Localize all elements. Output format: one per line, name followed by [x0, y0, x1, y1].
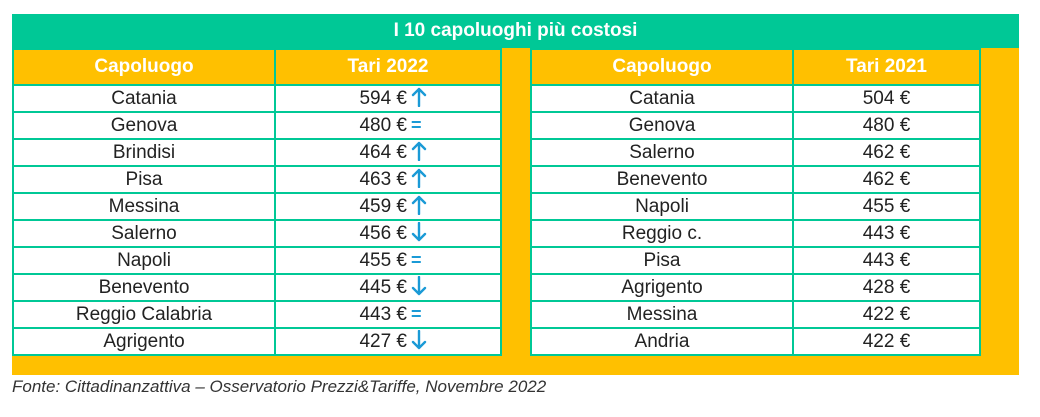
- tari-value: 594 €: [359, 88, 407, 109]
- tari-cell: 594 €: [274, 84, 502, 113]
- arrow-down-icon: [407, 330, 437, 353]
- city-cell: Andria: [530, 327, 794, 356]
- tari-cell: 428 €: [792, 273, 981, 302]
- tari-cell: 464 €: [274, 138, 502, 167]
- table-row: Benevento 445 €: [12, 273, 502, 302]
- table-row: Salerno 462 €: [530, 138, 981, 167]
- column-header-tari-2021: Tari 2021: [792, 48, 981, 86]
- tari-cell: 422 €: [792, 300, 981, 329]
- column-header-tari-2022: Tari 2022: [274, 48, 502, 86]
- tari-cell: 504 €: [792, 84, 981, 113]
- tari-cell: 480 €: [792, 111, 981, 140]
- city-cell: Agrigento: [12, 327, 276, 356]
- city-cell: Brindisi: [12, 138, 276, 167]
- city-cell: Reggio Calabria: [12, 300, 276, 329]
- tari-cell: 463 €: [274, 165, 502, 194]
- arrow-up-icon: [407, 87, 437, 110]
- table-frame: I 10 capoluoghi più costosi Capoluogo Ta…: [12, 14, 1019, 375]
- table-row: Catania 504 €: [530, 84, 981, 113]
- tari-value: 427 €: [359, 331, 407, 352]
- arrow-up-icon: [407, 195, 437, 218]
- tari-cell: 422 €: [792, 327, 981, 356]
- city-cell: Messina: [530, 300, 794, 329]
- city-cell: Salerno: [530, 138, 794, 167]
- arrow-down-icon: [407, 276, 437, 299]
- tari-value: 480 €: [359, 114, 407, 136]
- tari-cell: 462 €: [792, 138, 981, 167]
- table-row: Reggio c. 443 €: [530, 219, 981, 248]
- city-cell: Catania: [530, 84, 794, 113]
- city-cell: Genova: [12, 111, 276, 140]
- arrow-up-icon: [407, 168, 437, 191]
- table-row: Brindisi 464 €: [12, 138, 502, 167]
- tari-value: 443 €: [359, 303, 407, 325]
- column-header-city: Capoluogo: [530, 48, 794, 86]
- city-cell: Agrigento: [530, 273, 794, 302]
- tari-cell: 455 € =: [274, 246, 502, 275]
- table-row: Messina 459 €: [12, 192, 502, 221]
- equal-sign-icon: =: [411, 114, 422, 135]
- tari-value: 464 €: [359, 142, 407, 163]
- table-row: Genova 480 € =: [12, 111, 502, 140]
- table-row: Salerno 456 €: [12, 219, 502, 248]
- header-row: Capoluogo Tari 2022: [12, 48, 502, 86]
- tari-value: 459 €: [359, 196, 407, 217]
- city-cell: Pisa: [530, 246, 794, 275]
- city-cell: Napoli: [12, 246, 276, 275]
- table-row: Andria 422 €: [530, 327, 981, 356]
- tari-cell: 455 €: [792, 192, 981, 221]
- city-cell: Reggio c.: [530, 219, 794, 248]
- source-note: Fonte: Cittadinanzattiva – Osservatorio …: [12, 377, 547, 396]
- table-row: Agrigento 428 €: [530, 273, 981, 302]
- table-row: Benevento 462 €: [530, 165, 981, 194]
- tari-value: 456 €: [359, 223, 407, 244]
- table-row: Catania 594 €: [12, 84, 502, 113]
- tari-cell: 459 €: [274, 192, 502, 221]
- tari-cell: 443 €: [792, 219, 981, 248]
- tari-cell: 445 €: [274, 273, 502, 302]
- city-cell: Salerno: [12, 219, 276, 248]
- city-cell: Benevento: [12, 273, 276, 302]
- column-header-city: Capoluogo: [12, 48, 276, 86]
- tari-cell: 427 €: [274, 327, 502, 356]
- tari-cell: 456 €: [274, 219, 502, 248]
- tari-value: 455 €: [359, 249, 407, 271]
- city-cell: Pisa: [12, 165, 276, 194]
- header-row: Capoluogo Tari 2021: [530, 48, 981, 86]
- table-tari-2021: Capoluogo Tari 2021 Catania 504 € Genova 48…: [530, 48, 981, 356]
- table-row: Agrigento 427 €: [12, 327, 502, 356]
- tari-cell: 443 €: [792, 246, 981, 275]
- city-cell: Genova: [530, 111, 794, 140]
- table-row: Genova 480 €: [530, 111, 981, 140]
- table-row: Messina 422 €: [530, 300, 981, 329]
- tari-value: 445 €: [359, 277, 407, 298]
- city-cell: Benevento: [530, 165, 794, 194]
- table-row: Pisa 463 €: [12, 165, 502, 194]
- table-row: Napoli 455 € =: [12, 246, 502, 275]
- equal-sign-icon: =: [411, 303, 422, 324]
- table-row: Reggio Calabria 443 € =: [12, 300, 502, 329]
- tari-cell: 443 € =: [274, 300, 502, 329]
- tari-value: 463 €: [359, 169, 407, 190]
- tari-cell: 462 €: [792, 165, 981, 194]
- city-cell: Messina: [12, 192, 276, 221]
- table-row: Pisa 443 €: [530, 246, 981, 275]
- equal-sign-icon: =: [411, 249, 422, 270]
- city-cell: Catania: [12, 84, 276, 113]
- table-row: Napoli 455 €: [530, 192, 981, 221]
- city-cell: Napoli: [530, 192, 794, 221]
- table-tari-2022: Capoluogo Tari 2022 Catania 594 € Genova 48…: [12, 48, 502, 356]
- table-title: I 10 capoluoghi più costosi: [12, 14, 1019, 48]
- arrow-up-icon: [407, 141, 437, 164]
- tari-cell: 480 € =: [274, 111, 502, 140]
- arrow-down-icon: [407, 222, 437, 245]
